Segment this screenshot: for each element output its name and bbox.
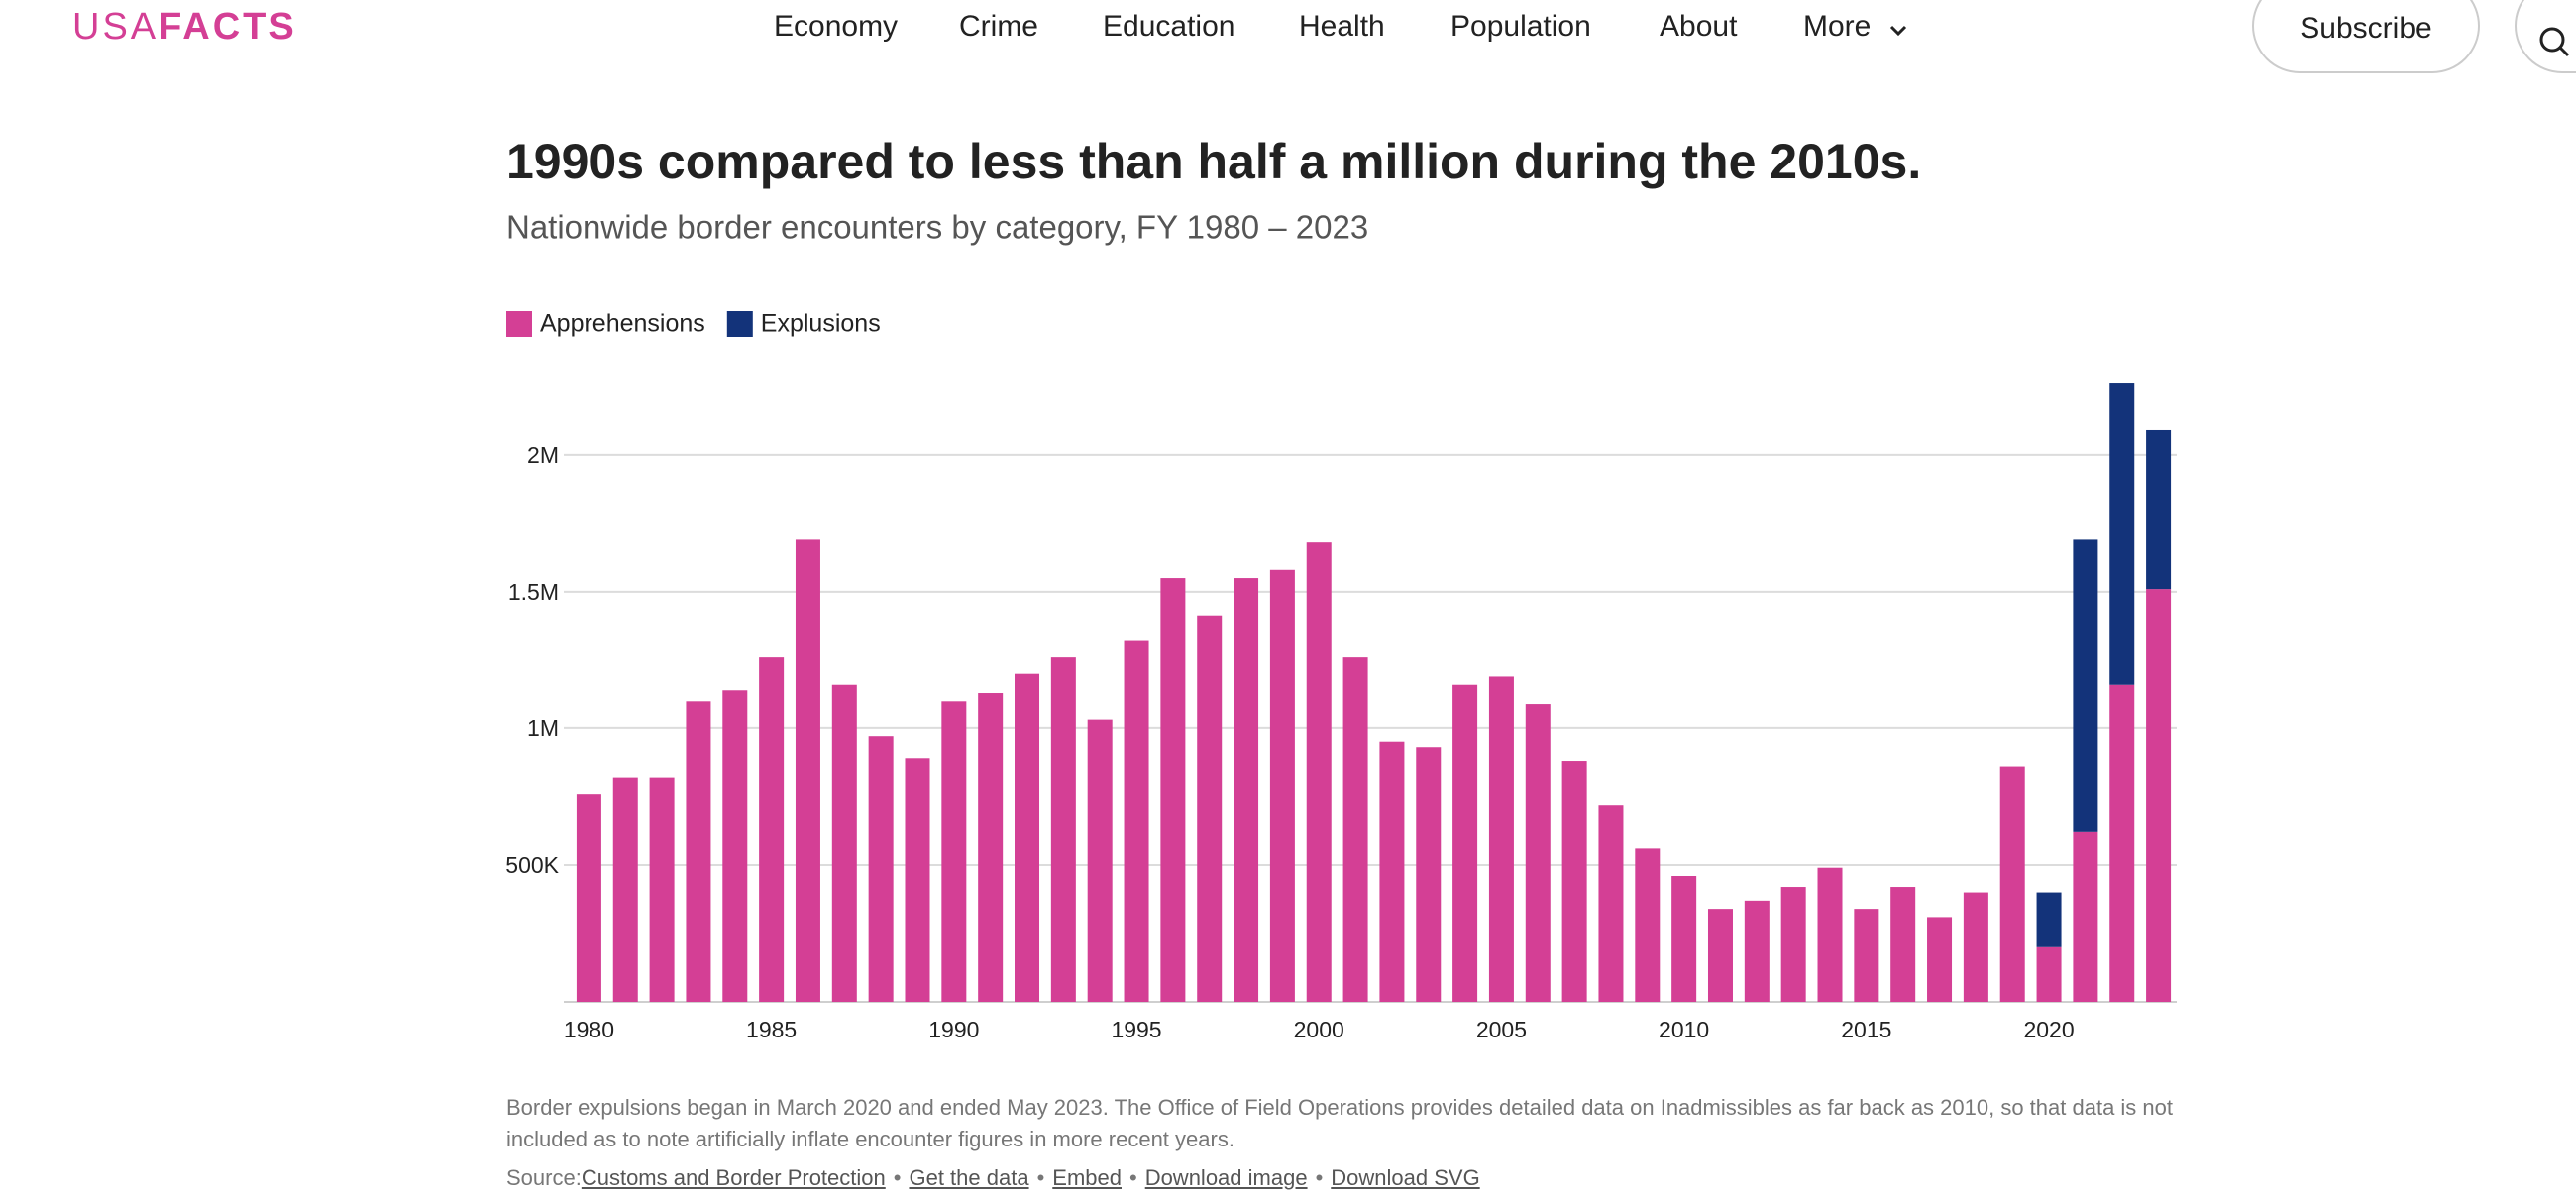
x-tick-label: 2005 <box>1476 1017 1527 1042</box>
bar <box>831 684 857 1002</box>
bar <box>1342 657 1368 1002</box>
bar <box>1927 917 1953 1002</box>
bar <box>2073 831 2098 1002</box>
bar <box>795 539 820 1002</box>
bar <box>1561 761 1587 1002</box>
legend-swatch <box>726 311 753 337</box>
bar <box>1416 747 1442 1002</box>
nav-item[interactable]: Crime <box>959 10 1038 43</box>
search-icon <box>2539 27 2570 57</box>
bar <box>1598 805 1624 1002</box>
bar <box>978 693 1004 1002</box>
bar <box>2146 589 2172 1002</box>
chevron <box>1889 25 1907 37</box>
bar <box>1817 867 1843 1002</box>
x-tick-label: 2015 <box>1841 1017 1891 1042</box>
y-tick-label: 500K <box>505 852 559 878</box>
bar <box>1124 640 1149 1002</box>
source-link[interactable]: Customs and Border Protection <box>581 1165 886 1190</box>
bar <box>2073 539 2098 832</box>
chart-subtitle: Nationwide border encounters by category… <box>506 209 1368 246</box>
nav-item[interactable]: Education <box>1103 10 1235 43</box>
bar <box>1963 892 1988 1002</box>
bar <box>1635 848 1661 1002</box>
x-tick-label: 1990 <box>928 1017 979 1042</box>
logo-bold: FACTS <box>159 6 297 48</box>
bar <box>1015 673 1040 1002</box>
legend-label: Apprehensions <box>540 310 705 338</box>
bar <box>1707 909 1733 1002</box>
bar <box>1269 569 1295 1002</box>
y-tick-label: 1.5M <box>508 579 559 604</box>
separator: • <box>893 1165 902 1190</box>
nav-item[interactable]: Health <box>1299 10 1385 43</box>
source-link[interactable]: Get the data <box>909 1165 1029 1190</box>
bar <box>759 657 785 1002</box>
source-link[interactable]: Download SVG <box>1331 1165 1480 1190</box>
nav-item[interactable]: About <box>1660 10 1738 43</box>
bar <box>1999 766 2025 1002</box>
bar <box>1087 719 1113 1002</box>
bar <box>1854 909 1879 1002</box>
source-link[interactable]: Embed <box>1052 1165 1122 1190</box>
legend-swatch <box>506 311 532 337</box>
x-tick-label: 1985 <box>746 1017 797 1042</box>
bar <box>1306 542 1332 1002</box>
footnote: Border expulsions began in March 2020 an… <box>506 1095 2174 1151</box>
bar <box>1234 578 1259 1002</box>
separator: • <box>1128 1165 1137 1190</box>
bar <box>1671 876 1697 1002</box>
bar <box>1197 615 1223 1002</box>
nav-item[interactable]: More <box>1803 10 1872 43</box>
y-tick-label: 2M <box>527 442 559 468</box>
bar <box>612 777 638 1002</box>
bar <box>576 794 601 1002</box>
bar <box>686 701 711 1002</box>
source-link[interactable]: Download image <box>1144 1165 1308 1190</box>
bar <box>1488 676 1514 1002</box>
search-button[interactable] <box>2515 0 2576 73</box>
y-tick-label: 1M <box>527 715 559 741</box>
bar <box>868 736 894 1002</box>
bar <box>2109 383 2135 685</box>
logo[interactable]: USAFACTS <box>72 6 297 49</box>
nav-item[interactable]: Economy <box>774 10 899 43</box>
bar <box>1379 741 1405 1002</box>
chart-title: 1990s compared to less than half a milli… <box>506 134 1921 189</box>
bar <box>1780 887 1806 1002</box>
source: Source:Customs and Border Protection • Get… <box>506 1165 1480 1191</box>
x-tick-label: 2010 <box>1659 1017 1709 1042</box>
legend-label: Explusions <box>761 310 881 338</box>
x-tick-label: 1995 <box>1111 1017 1161 1042</box>
chart: 1990s compared to less than half a milli… <box>505 134 2177 1042</box>
x-tick-label: 1980 <box>564 1017 614 1042</box>
bar <box>1452 684 1478 1002</box>
bar <box>649 777 675 1002</box>
bar <box>1050 657 1076 1002</box>
bar <box>1160 578 1186 1002</box>
bar <box>941 701 967 1002</box>
bar <box>2109 684 2135 1002</box>
bar <box>722 690 748 1002</box>
nav-item[interactable]: Population <box>1450 10 1591 43</box>
bar <box>1890 887 1916 1002</box>
bar <box>1744 900 1770 1002</box>
source-label: Source: <box>506 1165 582 1190</box>
x-tick-label: 2000 <box>1294 1017 1344 1042</box>
separator: • <box>1315 1165 1324 1190</box>
bar <box>2036 946 2062 1002</box>
bar <box>1525 704 1551 1002</box>
x-tick-label: 2020 <box>2023 1017 2074 1042</box>
bar <box>2146 429 2172 590</box>
logo-light: USA <box>72 6 160 48</box>
subscribe-button[interactable]: Subscribe <box>2252 0 2480 73</box>
separator: • <box>1036 1165 1045 1190</box>
bar <box>2036 892 2062 947</box>
bar <box>905 758 930 1002</box>
